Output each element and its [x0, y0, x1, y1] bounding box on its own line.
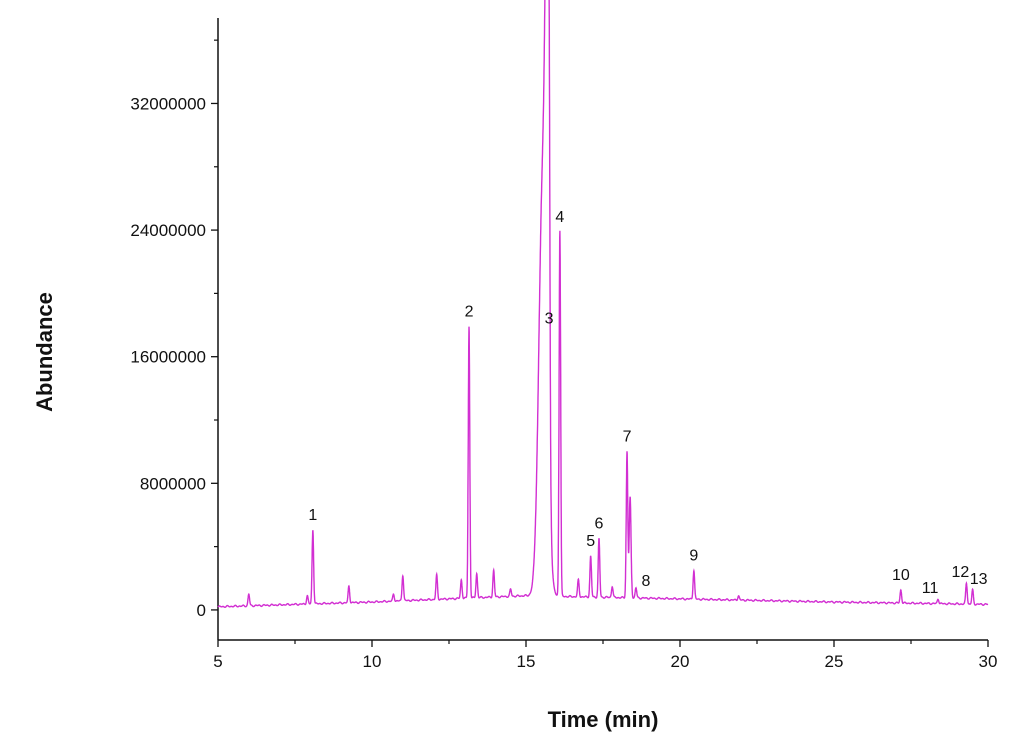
x-tick-label: 10 [363, 652, 382, 671]
peak-label: 8 [642, 573, 651, 590]
peak-label: 11 [922, 580, 939, 597]
peak-label: 1 [308, 507, 317, 524]
peak-label: 6 [595, 516, 604, 533]
axes: 5 10 15 20 25 3008000000160000002400000032000… [130, 18, 997, 671]
y-tick-label: 32000000 [130, 94, 206, 113]
peak-label: 13 [970, 571, 988, 588]
peak-label: 7 [623, 429, 632, 446]
peak-label: 9 [689, 547, 698, 564]
x-tick-label: 20 [671, 652, 690, 671]
x-tick-label: 25 [825, 652, 844, 671]
peak-label: 12 [952, 564, 970, 581]
peak-label: 3 [545, 310, 554, 327]
x-tick-label: 30 [979, 652, 998, 671]
x-axis-label: Time (min) [548, 707, 659, 732]
peak-label: 10 [892, 567, 910, 584]
y-tick-label: 8000000 [140, 474, 206, 493]
x-tick-label: 5 [213, 652, 222, 671]
y-tick-label: 24000000 [130, 221, 206, 240]
y-tick-label: 0 [197, 601, 206, 620]
peak-label: 2 [465, 304, 474, 321]
chromatogram-trace [217, 0, 989, 608]
y-axis-label: Abundance [32, 292, 57, 412]
peak-label: 4 [555, 209, 564, 226]
x-tick-label: 15 [517, 652, 536, 671]
peak-label: 5 [586, 533, 595, 550]
y-tick-label: 16000000 [130, 348, 206, 367]
